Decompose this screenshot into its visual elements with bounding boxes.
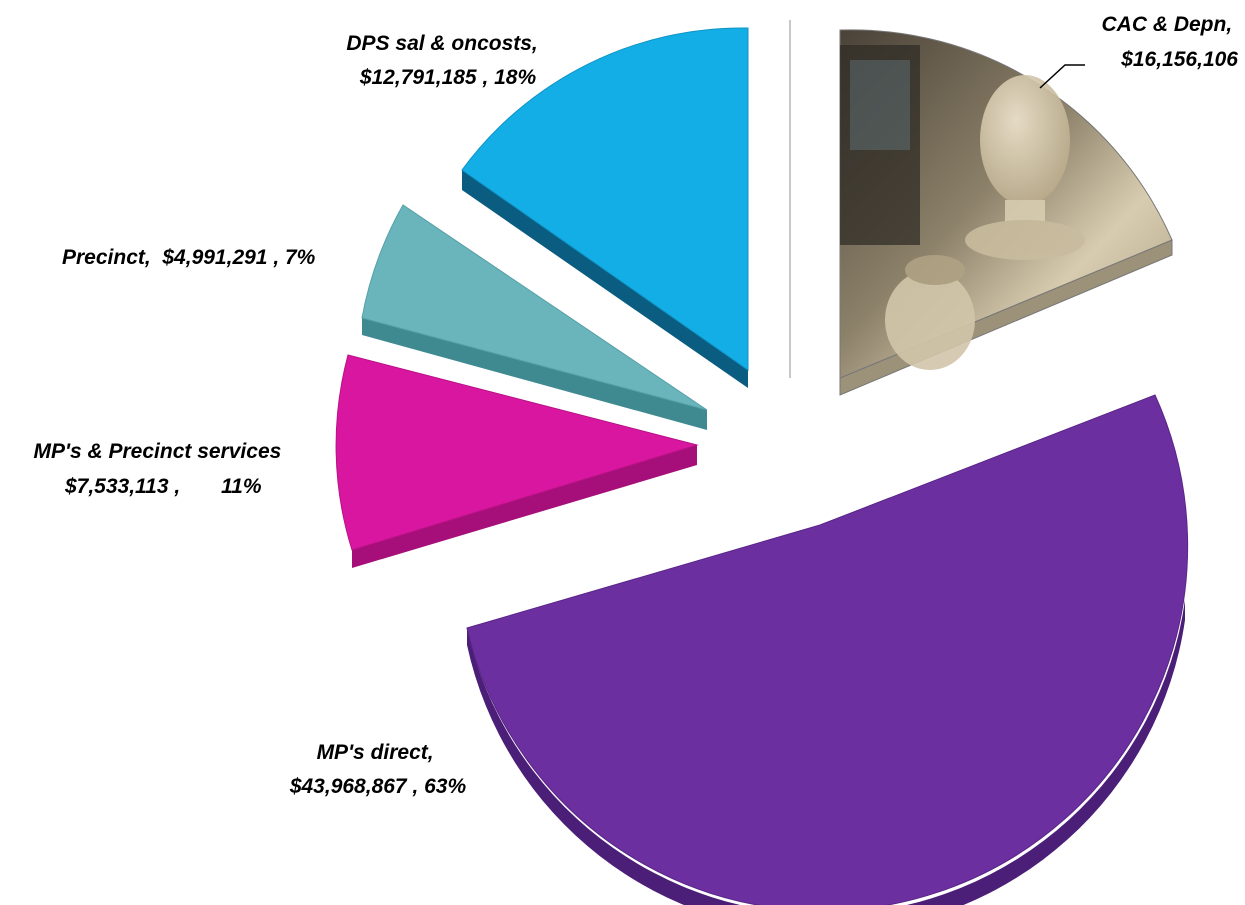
cac-depn-photo-texture bbox=[840, 45, 1085, 370]
label-cac-depn: CAC & Depn, $16,156,106 bbox=[1101, 13, 1238, 71]
pie-slice-mps-precinct-services bbox=[335, 354, 699, 568]
pie-slice-mps-direct bbox=[466, 394, 1189, 905]
label-precinct: Precinct, $4,991,291 , 7% bbox=[0, 0, 333, 269]
pie-slice-precinct bbox=[361, 204, 708, 430]
label-dps-sal: DPS sal & oncosts, $12,791,185 , 18% bbox=[346, 32, 543, 89]
label-mps-precinct-services: MP's & Precinct services $7,533,113 , 11… bbox=[0, 0, 310, 498]
cac-depn-leader-line bbox=[1039, 64, 1085, 89]
mps-precinct-side bbox=[352, 445, 697, 568]
dps-sal-side bbox=[462, 170, 748, 388]
mps-direct-top bbox=[466, 394, 1189, 905]
precinct-side bbox=[362, 318, 707, 430]
pie-slice-cac-depn bbox=[839, 29, 1173, 396]
precinct-top bbox=[361, 204, 708, 411]
dps-sal-top bbox=[461, 27, 749, 371]
mps-precinct-top bbox=[335, 354, 699, 551]
label-mps-direct: MP's direct, $43,968,867 , 63% bbox=[289, 741, 467, 798]
pie-slice-dps-sal bbox=[461, 27, 749, 388]
